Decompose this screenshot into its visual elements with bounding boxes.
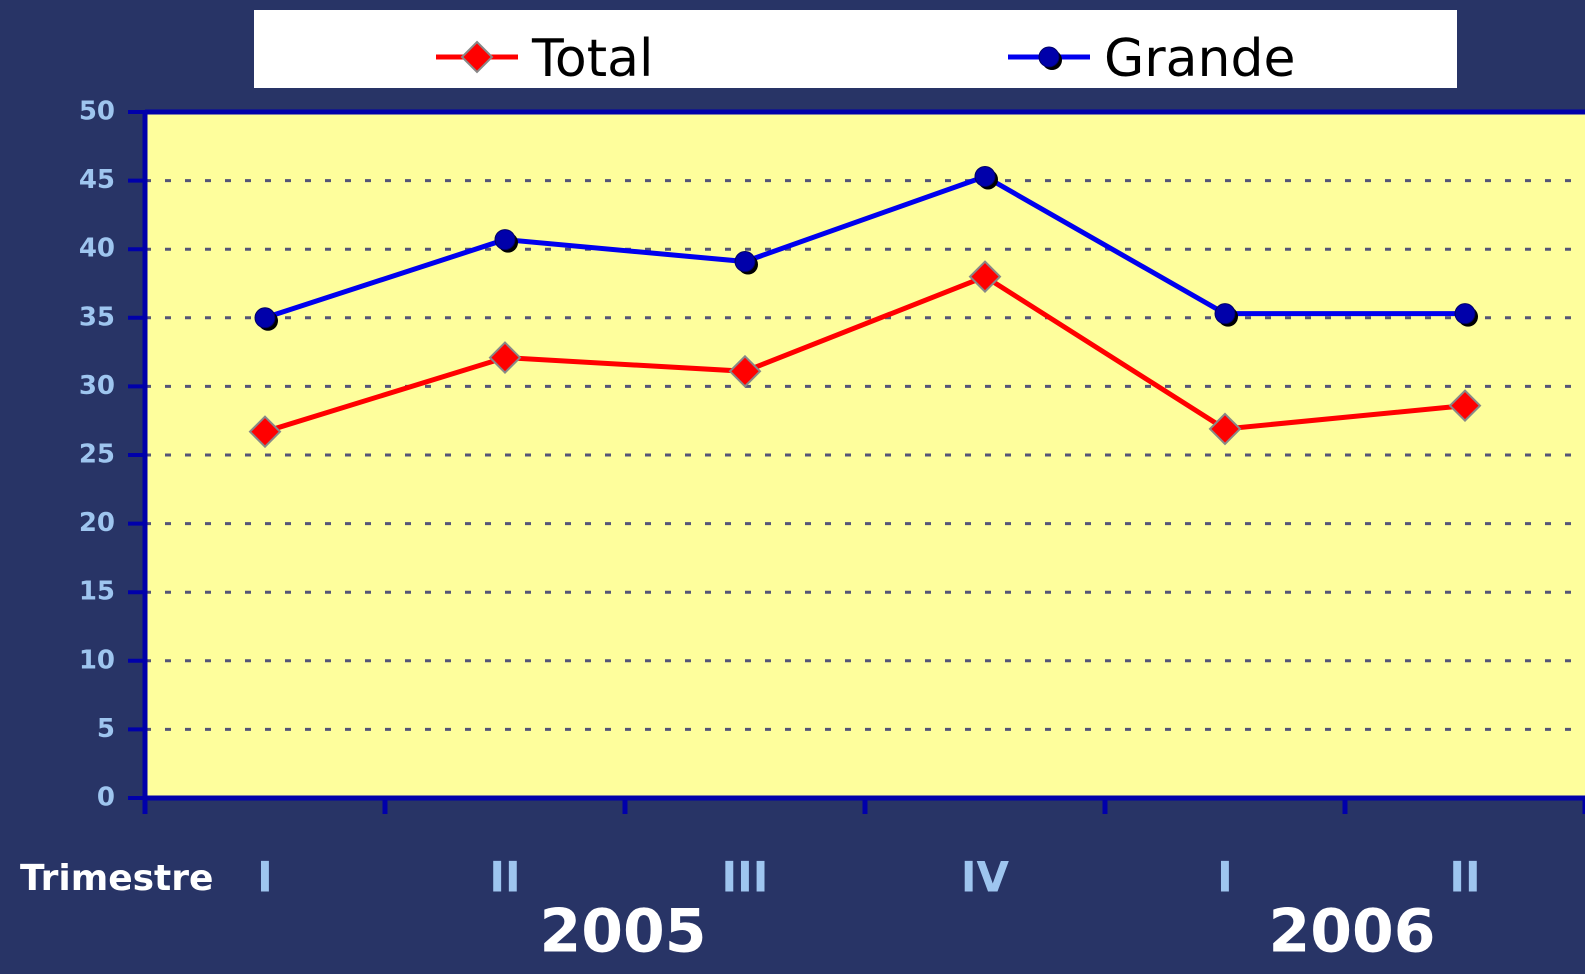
y-tick-label: 5	[97, 714, 115, 744]
data-point	[248, 415, 282, 449]
y-tick-label: 40	[79, 234, 115, 264]
data-point	[1208, 412, 1242, 446]
x-tick-label: IV	[961, 853, 1010, 902]
y-tick-label: 45	[79, 165, 115, 195]
x-tick-label: I	[1217, 853, 1233, 902]
data-point	[968, 260, 1002, 294]
data-point	[974, 165, 996, 187]
legend-marker	[460, 40, 494, 74]
x-tick-label: III	[722, 853, 769, 902]
legend-marker	[1038, 46, 1060, 68]
y-tick-label: 20	[79, 508, 115, 538]
y-tick-label: 10	[79, 645, 115, 675]
legend	[254, 10, 1457, 88]
x-tick-label: II	[489, 853, 520, 902]
y-tick-label: 15	[79, 577, 115, 607]
data-point	[1454, 303, 1476, 325]
y-tick-label: 30	[79, 371, 115, 401]
data-point	[734, 251, 756, 273]
x-tick-label: I	[257, 853, 273, 902]
data-point	[254, 307, 276, 329]
y-tick-label: 25	[79, 440, 115, 470]
y-tick-label: 50	[79, 97, 115, 127]
data-point	[728, 354, 762, 388]
x-axis-label: Trimestre	[20, 858, 213, 899]
data-point	[1448, 389, 1482, 423]
year-label: 2005	[540, 897, 707, 967]
data-point	[1214, 303, 1236, 325]
y-tick-label: 0	[97, 783, 115, 813]
legend-label: Total	[531, 29, 653, 89]
data-point	[488, 341, 522, 375]
series-line	[264, 173, 1465, 321]
legend-label: Grande	[1104, 29, 1296, 89]
data-point	[494, 229, 516, 251]
year-label: 2006	[1269, 897, 1436, 967]
series-line	[264, 273, 1466, 435]
y-tick-label: 35	[79, 302, 115, 332]
x-tick-label: II	[1449, 853, 1480, 902]
